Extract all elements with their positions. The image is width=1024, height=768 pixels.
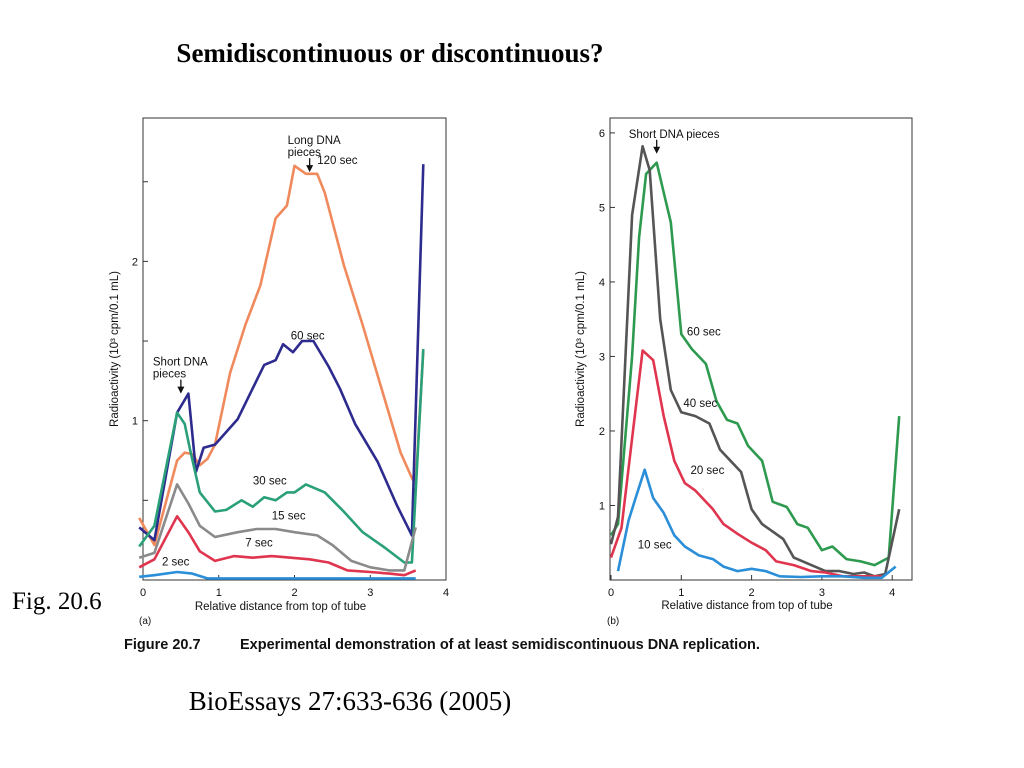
series-label: 20 sec (690, 465, 724, 477)
series-label: 120 sec (317, 155, 358, 167)
plot-frame (609, 117, 913, 581)
x-axis-label: Relative distance from top of tube (661, 600, 832, 612)
series-line-20-sec (609, 349, 882, 578)
series-line-40-sec (609, 145, 901, 578)
x-axis-label: Relative distance from top of tube (195, 601, 366, 613)
y-tick-label: 6 (599, 128, 605, 140)
series-label: 40 sec (683, 398, 717, 410)
series-line-120-sec (138, 164, 425, 547)
series-label: 2 sec (162, 557, 190, 569)
arrow-head (306, 165, 314, 173)
x-tick-label: 0 (608, 587, 614, 599)
figure-label: Fig. 20.6 (12, 588, 102, 615)
series-line-30-sec (138, 348, 425, 564)
series-label: 30 sec (253, 475, 287, 487)
series-line-15-sec (138, 483, 417, 572)
y-tick-label: 1 (132, 416, 138, 428)
annotation-text: pieces (288, 147, 321, 159)
arrow-head (177, 386, 185, 394)
annotation-text: Long DNA (288, 135, 341, 147)
caption-text: Experimental demonstration of at least s… (240, 637, 760, 653)
citation: BioEssays 27:633-636 (2005) (188, 686, 512, 716)
series-label: 60 sec (687, 327, 721, 339)
y-tick-label: 3 (599, 351, 605, 363)
x-tick-label: 2 (749, 587, 755, 599)
series-line-60-sec (138, 164, 425, 542)
panel-label: (a) (139, 616, 151, 627)
chart-panel-b: 0 1 2 3 4 1 2 3 4 5 6 Relative distance from top of… (575, 117, 913, 627)
series-line-10-sec (616, 468, 897, 580)
annotation-text: Short DNA (153, 357, 208, 369)
series-label: 7 sec (245, 538, 273, 550)
y-axis-label: Radioactivity (10³ cpm/0.1 mL) (575, 271, 587, 427)
arrow-head (653, 146, 661, 154)
y-tick-label: 2 (132, 256, 138, 268)
y-tick-label: 2 (599, 426, 605, 438)
x-tick-label: 4 (889, 587, 895, 599)
y-axis-label: Radioactivity (10³ cpm/0.1 mL) (109, 271, 121, 427)
annotation-text: Short DNA pieces (629, 129, 720, 141)
series-label: 10 sec (638, 540, 672, 552)
series-line-2-sec (139, 570, 416, 580)
series-label: 15 sec (272, 510, 306, 522)
slide-title: Semidiscontinuous or discontinuous? (176, 38, 604, 68)
x-tick-label: 4 (443, 587, 449, 599)
chart-panel-a: 0 1 2 3 4 1 2 Relative distance from top of tub… (109, 117, 449, 627)
x-tick-label: 0 (140, 587, 146, 599)
x-tick-label: 2 (291, 587, 297, 599)
caption-number: Figure 20.7 (124, 637, 201, 653)
x-tick-label: 1 (678, 587, 684, 599)
y-tick-label: 1 (599, 500, 605, 512)
panel-label: (b) (607, 616, 619, 627)
y-tick-label: 4 (599, 277, 605, 289)
x-tick-label: 3 (367, 587, 373, 599)
x-tick-label: 3 (819, 587, 825, 599)
series-line-7-sec (138, 515, 417, 577)
y-tick-label: 5 (599, 202, 605, 214)
annotation-text: pieces (153, 369, 186, 381)
x-tick-label: 1 (216, 587, 222, 599)
series-label: 60 sec (291, 330, 325, 342)
